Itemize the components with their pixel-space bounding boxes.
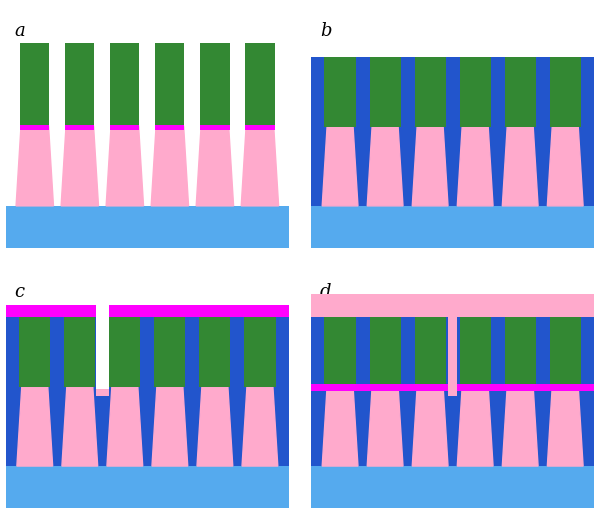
- Bar: [311, 294, 594, 318]
- Bar: [96, 389, 109, 397]
- Polygon shape: [197, 387, 233, 466]
- Bar: [109, 305, 289, 318]
- Polygon shape: [547, 127, 583, 206]
- Polygon shape: [241, 127, 278, 206]
- Bar: [110, 124, 139, 130]
- Bar: [6, 466, 289, 508]
- Bar: [200, 43, 230, 125]
- Polygon shape: [62, 387, 98, 466]
- Polygon shape: [152, 387, 188, 466]
- Bar: [311, 466, 594, 508]
- Bar: [311, 384, 594, 390]
- Bar: [448, 384, 457, 390]
- Bar: [65, 124, 94, 130]
- Bar: [154, 318, 185, 387]
- Bar: [460, 57, 491, 127]
- Bar: [6, 206, 289, 248]
- Bar: [245, 43, 275, 125]
- Bar: [65, 43, 94, 125]
- Bar: [370, 57, 401, 127]
- Bar: [415, 318, 446, 387]
- Bar: [20, 124, 49, 130]
- Bar: [311, 318, 594, 466]
- Polygon shape: [412, 387, 448, 466]
- Bar: [245, 124, 275, 130]
- Bar: [96, 305, 109, 397]
- Bar: [325, 57, 356, 127]
- Bar: [64, 318, 95, 387]
- Bar: [311, 57, 594, 206]
- Bar: [110, 43, 139, 125]
- Bar: [325, 318, 356, 387]
- Bar: [20, 43, 49, 125]
- Polygon shape: [107, 387, 143, 466]
- Polygon shape: [61, 127, 98, 206]
- Bar: [244, 318, 275, 387]
- Polygon shape: [457, 127, 493, 206]
- Bar: [415, 57, 446, 127]
- Polygon shape: [106, 127, 143, 206]
- Polygon shape: [412, 127, 448, 206]
- Text: b: b: [320, 23, 331, 41]
- Polygon shape: [322, 387, 358, 466]
- Bar: [200, 124, 230, 130]
- Polygon shape: [322, 127, 358, 206]
- Polygon shape: [367, 127, 403, 206]
- Bar: [155, 124, 184, 130]
- Bar: [370, 318, 401, 387]
- Text: d: d: [320, 283, 331, 301]
- Polygon shape: [151, 127, 188, 206]
- Polygon shape: [16, 127, 53, 206]
- Polygon shape: [196, 127, 233, 206]
- Bar: [199, 318, 230, 387]
- Bar: [505, 318, 536, 387]
- Bar: [550, 318, 581, 387]
- Polygon shape: [457, 387, 493, 466]
- Bar: [460, 318, 491, 387]
- Bar: [6, 305, 96, 318]
- Bar: [155, 43, 184, 125]
- Polygon shape: [17, 387, 53, 466]
- Bar: [311, 206, 594, 248]
- Bar: [109, 318, 140, 387]
- Bar: [550, 57, 581, 127]
- Polygon shape: [502, 127, 538, 206]
- Polygon shape: [502, 387, 538, 466]
- Text: a: a: [14, 23, 25, 41]
- Polygon shape: [367, 387, 403, 466]
- Polygon shape: [242, 387, 278, 466]
- Polygon shape: [547, 387, 583, 466]
- Text: c: c: [14, 283, 25, 301]
- Bar: [505, 57, 536, 127]
- Bar: [19, 318, 50, 387]
- Bar: [6, 318, 289, 466]
- Bar: [448, 294, 457, 397]
